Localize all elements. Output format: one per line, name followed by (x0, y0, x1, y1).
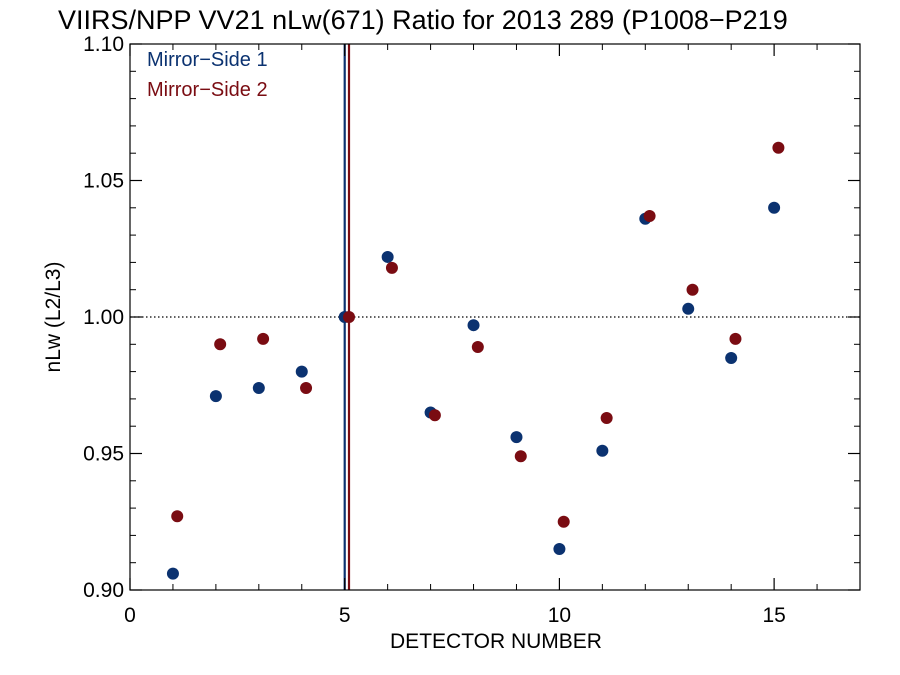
point-mirror-side-1 (682, 302, 695, 315)
y-tick-label: 1.10 (83, 33, 124, 56)
point-mirror-side-1 (209, 390, 222, 403)
point-mirror-side-1 (295, 365, 308, 378)
point-mirror-side-2 (471, 341, 484, 354)
x-tick-label: 5 (339, 604, 351, 627)
plot-frame (129, 43, 861, 591)
point-mirror-side-2 (300, 381, 313, 394)
point-mirror-side-2 (385, 261, 398, 274)
point-mirror-side-2 (729, 332, 742, 345)
x-axis-title: DETECTOR NUMBER (390, 630, 602, 653)
point-mirror-side-2 (600, 412, 613, 425)
x-tick-label: 15 (762, 604, 785, 627)
point-mirror-side-1 (166, 567, 179, 580)
point-mirror-side-2 (257, 332, 270, 345)
point-mirror-side-2 (428, 409, 441, 422)
y-tick-label: 1.05 (83, 170, 124, 193)
point-mirror-side-2 (686, 283, 699, 296)
point-mirror-side-2 (514, 450, 527, 463)
point-mirror-side-1 (510, 431, 523, 444)
legend-mirror-side-2: Mirror−Side 2 (147, 79, 268, 101)
legend-mirror-side-1: Mirror−Side 1 (147, 49, 268, 71)
point-mirror-side-2 (557, 515, 570, 528)
x-tick-label: 10 (548, 604, 571, 627)
y-tick-label: 0.95 (83, 443, 124, 466)
point-mirror-side-1 (768, 201, 781, 214)
point-mirror-side-2 (643, 209, 656, 222)
point-mirror-side-2 (214, 338, 227, 351)
y-tick-label: 1.00 (83, 306, 124, 329)
point-mirror-side-1 (553, 543, 566, 556)
point-mirror-side-2 (343, 311, 355, 323)
y-tick-label: 0.90 (83, 579, 124, 602)
point-mirror-side-1 (596, 444, 609, 457)
point-mirror-side-1 (725, 351, 738, 364)
point-mirror-side-1 (252, 381, 265, 394)
chart-title: VIIRS/NPP VV21 nLw(671) Ratio for 2013 2… (58, 5, 788, 35)
x-tick-label: 0 (124, 604, 136, 627)
point-mirror-side-2 (772, 141, 785, 154)
data-points (166, 141, 785, 580)
y-axis-title: nLw (L2/L3) (42, 262, 65, 373)
axes: 0 5 10 15 0.90 0.95 1.00 1.05 1.10 (83, 33, 860, 627)
point-mirror-side-1 (381, 250, 394, 263)
point-mirror-side-2 (171, 510, 184, 523)
point-mirror-side-1 (467, 319, 480, 332)
